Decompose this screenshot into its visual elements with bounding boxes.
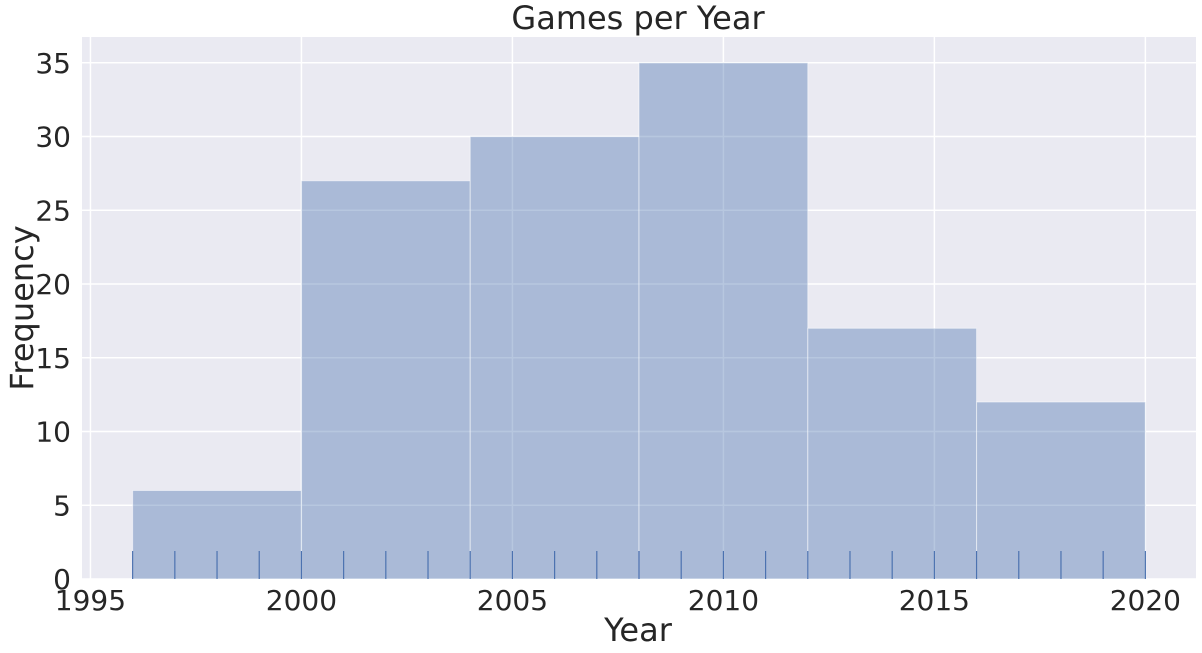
y-tick-label: 25: [35, 194, 71, 227]
histogram-bars: [132, 62, 1146, 580]
histogram-bar: [807, 327, 978, 580]
y-tick-label: 5: [53, 489, 71, 522]
y-tick-label: 20: [35, 268, 71, 301]
y-tick-label: 15: [35, 342, 71, 375]
histogram-bar: [638, 62, 809, 580]
x-tick-label: 2005: [477, 584, 548, 617]
x-tick-label: 2010: [688, 584, 759, 617]
histogram-bar: [469, 136, 640, 580]
y-tick-label: 10: [35, 416, 71, 449]
x-tick-labels: 1995 2000 2005 2010 2015 2020: [55, 584, 1181, 617]
x-tick-label: 1995: [55, 584, 126, 617]
y-axis-title: Frequency: [3, 225, 41, 390]
y-tick-label: 30: [35, 121, 71, 154]
chart-title: Games per Year: [511, 0, 765, 37]
x-axis-title: Year: [603, 611, 673, 649]
rug-ticks: [132, 551, 1146, 579]
x-tick-label: 2020: [1110, 584, 1181, 617]
y-tick-label: 35: [35, 47, 71, 80]
x-tick-label: 2015: [899, 584, 970, 617]
y-tick-labels: 0 5 10 15 20 25 30 35: [35, 47, 71, 596]
histogram-bar: [976, 401, 1146, 580]
histogram-bar: [300, 180, 471, 580]
x-tick-label: 2000: [266, 584, 337, 617]
y-tick-label: 0: [53, 563, 71, 596]
